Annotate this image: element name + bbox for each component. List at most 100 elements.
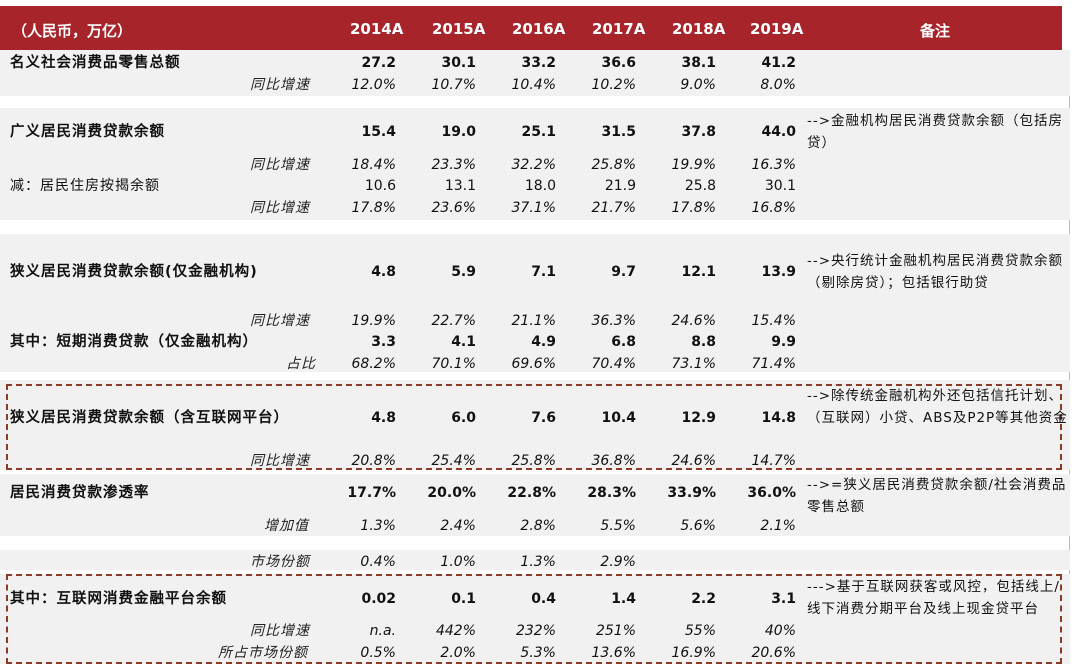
cell: 2.2 [691,591,716,607]
cell: 22.7% [431,313,476,329]
cell: 13.9 [761,264,796,280]
year-header: 2019A [750,20,804,38]
cell: 36.8% [591,453,636,469]
cell: 28.3% [587,485,636,501]
cell: 2.9% [600,554,636,570]
cell: 36.6 [601,55,636,71]
cell: 30.1 [441,55,476,71]
cell: 0.02 [361,591,396,607]
cell: 25.1 [521,124,556,140]
cell: 21.7% [591,200,636,216]
year-header: 2015A [432,20,486,38]
cell: 6.8 [611,334,636,350]
cell: 4.9 [531,334,556,350]
row-sublabel: 同比增速 [250,453,310,469]
cell: 69.6% [511,356,556,372]
cell: 5.9 [451,264,476,280]
cell: 9.9 [771,334,796,350]
cell: 8.8 [691,334,716,350]
cell: 25.8% [591,157,636,173]
row-sublabel: 同比增速 [250,77,310,93]
cell: 4.1 [451,334,476,350]
cell: 14.7% [751,453,796,469]
cell: 1.4 [611,591,636,607]
row-label: 狭义居民消费贷款余额（含互联网平台） [10,410,289,426]
cell: 6.0 [451,410,476,426]
cell: 10.4% [511,77,556,93]
cell: 44.0 [761,124,796,140]
cell: 8.0% [760,77,796,93]
row-sublabel: 增加值 [264,518,309,534]
cell: 10.2% [591,77,636,93]
cell: 2.1% [760,518,796,534]
row-label: 其中：互联网消费金融平台余额 [10,591,227,607]
cell: 36.3% [591,313,636,329]
cell: 24.6% [671,453,716,469]
cell: 2.4% [440,518,476,534]
cell: 20.0% [427,485,476,501]
cell: 3.1 [771,591,796,607]
cell: 0.4 [531,591,556,607]
row-sublabel: 同比增速 [250,623,310,639]
row-label: 名义社会消费品零售总额 [10,55,181,71]
cell: 10.7% [431,77,476,93]
cell: 73.1% [671,356,716,372]
cell: 30.1 [764,178,796,194]
cell: 18.0 [524,178,556,194]
cell: 37.8 [681,124,716,140]
cell: 71.4% [751,356,796,372]
cell: 16.3% [751,157,796,173]
cell: n.a. [369,623,396,639]
row-band [0,550,1070,570]
row-band [0,234,1070,372]
cell: 0.1 [451,591,476,607]
cell: 12.0% [351,77,396,93]
cell: 55% [684,623,716,639]
cell: 19.9% [671,157,716,173]
row-note: -->除传统金融机构外还包括信托计划、（互联网）小贷、ABS及P2P等其他资金 [807,388,1068,426]
cell: 16.8% [751,200,796,216]
row-sublabel: 市场份额 [250,554,310,570]
cell: 68.2% [351,356,396,372]
cell: 32.2% [511,157,556,173]
cell: 38.1 [681,55,716,71]
cell: 16.9% [671,645,716,661]
cell: 70.1% [431,356,476,372]
cell: 4.8 [371,264,396,280]
row-sublabel: 占比 [286,356,316,372]
cell: 14.8 [761,410,796,426]
cell: 7.6 [531,410,556,426]
cell: 20.6% [751,645,796,661]
cell: 10.6 [364,178,396,194]
year-header: 2017A [592,20,646,38]
cell: 12.9 [681,410,716,426]
cell: 24.6% [671,313,716,329]
cell: 12.1 [681,264,716,280]
cell: 251% [595,623,636,639]
cell: 70.4% [591,356,636,372]
cell: 15.4% [751,313,796,329]
row-label: 其中：短期消费贷款（仅金融机构） [10,334,258,350]
cell: 37.1% [511,200,556,216]
cell: 25.4% [431,453,476,469]
cell: 20.8% [351,453,396,469]
highlight-box [6,384,1062,470]
cell: 5.5% [600,518,636,534]
cell: 36.0% [747,485,796,501]
row-sublabel: 同比增速 [250,200,310,216]
cell: 2.8% [520,518,556,534]
cell: 17.7% [347,485,396,501]
cell: 21.9 [604,178,636,194]
row-sublabel: 所占市场份额 [218,645,308,661]
cell: 21.1% [511,313,556,329]
cell: 33.2 [521,55,556,71]
row-sublabel: 同比增速 [250,157,310,173]
cell: 5.6% [680,518,716,534]
cell: 10.4 [601,410,636,426]
cell: 1.3% [520,554,556,570]
table-header: （人民币，万亿） 2014A 2015A 2016A 2017A 2018A 2… [0,6,1062,50]
year-header: 2018A [672,20,726,38]
cell: 19.9% [351,313,396,329]
cell: 1.0% [440,554,476,570]
cell: 17.8% [671,200,716,216]
